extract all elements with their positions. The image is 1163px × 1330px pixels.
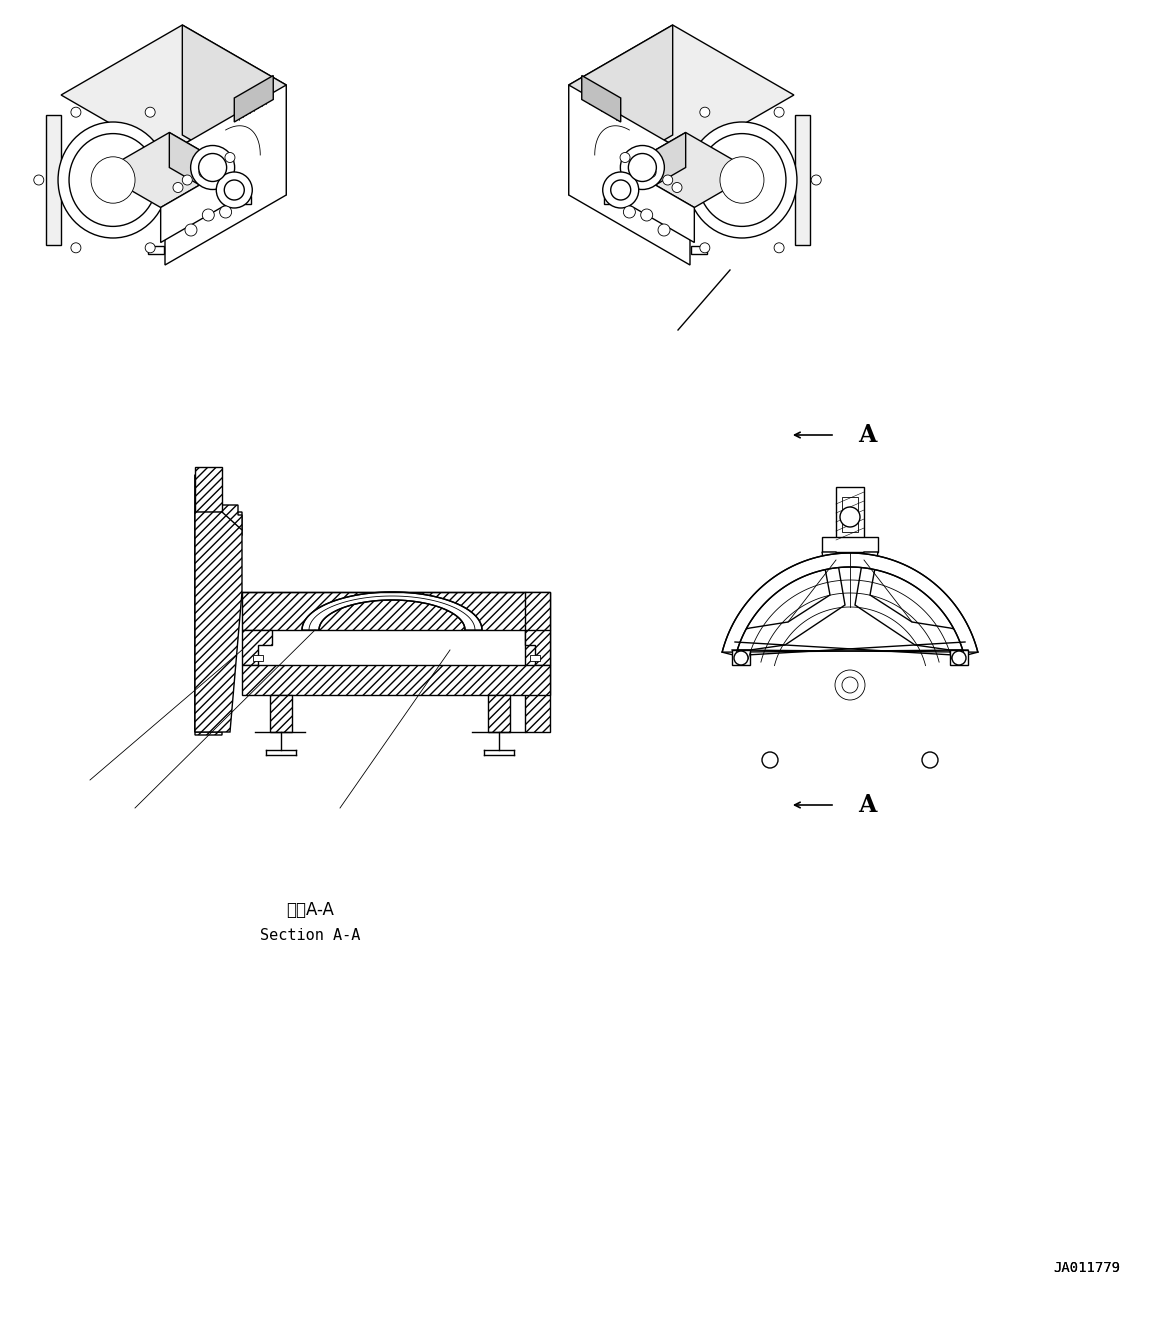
Circle shape <box>762 751 778 767</box>
Polygon shape <box>270 696 292 732</box>
Ellipse shape <box>58 122 167 238</box>
Polygon shape <box>569 25 672 196</box>
Circle shape <box>185 223 197 235</box>
Circle shape <box>611 180 630 200</box>
Circle shape <box>672 182 682 193</box>
Polygon shape <box>525 592 550 732</box>
Text: JA011779: JA011779 <box>1053 1261 1120 1275</box>
Polygon shape <box>722 553 978 656</box>
Circle shape <box>173 182 183 193</box>
Polygon shape <box>488 696 511 732</box>
Circle shape <box>202 209 214 221</box>
Polygon shape <box>242 630 272 665</box>
Polygon shape <box>950 650 968 665</box>
Circle shape <box>700 243 709 253</box>
Ellipse shape <box>698 133 786 226</box>
Circle shape <box>145 108 155 117</box>
Polygon shape <box>732 552 846 650</box>
Bar <box>691 246 707 254</box>
Bar <box>842 497 858 532</box>
Bar <box>795 114 809 245</box>
Text: JA011779: JA011779 <box>1053 1261 1120 1275</box>
Polygon shape <box>165 85 286 265</box>
Circle shape <box>34 176 44 185</box>
Circle shape <box>641 209 652 221</box>
Circle shape <box>775 108 784 117</box>
Circle shape <box>658 223 670 235</box>
Bar <box>149 246 164 254</box>
Circle shape <box>620 145 664 189</box>
Circle shape <box>199 168 209 177</box>
Polygon shape <box>242 592 550 630</box>
Circle shape <box>623 206 635 218</box>
Circle shape <box>663 176 672 185</box>
Circle shape <box>199 153 227 181</box>
Polygon shape <box>569 25 794 156</box>
Circle shape <box>842 677 858 693</box>
Polygon shape <box>569 85 690 265</box>
Polygon shape <box>582 76 621 122</box>
Polygon shape <box>625 133 755 207</box>
Circle shape <box>628 153 656 181</box>
Polygon shape <box>625 168 694 242</box>
Polygon shape <box>242 665 550 696</box>
Circle shape <box>220 206 231 218</box>
Bar <box>235 196 251 203</box>
Circle shape <box>645 168 656 177</box>
Text: A: A <box>858 793 877 817</box>
Circle shape <box>216 172 252 207</box>
Ellipse shape <box>91 157 135 203</box>
Polygon shape <box>525 630 550 665</box>
Polygon shape <box>195 512 242 732</box>
Circle shape <box>840 507 859 527</box>
Bar <box>604 196 620 203</box>
Polygon shape <box>732 650 750 665</box>
Bar <box>254 654 263 661</box>
Bar <box>822 537 878 552</box>
Bar <box>530 654 540 661</box>
Circle shape <box>602 172 638 207</box>
Bar <box>836 487 864 543</box>
Bar <box>195 467 222 512</box>
Circle shape <box>835 670 865 700</box>
Text: 断面A-A: 断面A-A <box>286 900 334 919</box>
Text: Section A-A: Section A-A <box>259 927 361 943</box>
Circle shape <box>620 153 630 162</box>
Circle shape <box>922 751 939 767</box>
Circle shape <box>700 108 709 117</box>
Polygon shape <box>195 475 242 732</box>
Text: A: A <box>858 423 877 447</box>
Ellipse shape <box>687 122 797 238</box>
Circle shape <box>71 108 81 117</box>
Circle shape <box>734 650 748 665</box>
Circle shape <box>952 650 966 665</box>
Polygon shape <box>302 592 481 630</box>
Polygon shape <box>195 475 242 735</box>
Bar <box>47 114 60 245</box>
Polygon shape <box>62 25 286 156</box>
Circle shape <box>812 176 821 185</box>
Polygon shape <box>234 76 273 122</box>
Circle shape <box>145 243 155 253</box>
Polygon shape <box>625 133 686 202</box>
Polygon shape <box>855 552 968 650</box>
Circle shape <box>191 145 235 189</box>
Ellipse shape <box>720 157 764 203</box>
Polygon shape <box>183 25 286 196</box>
Ellipse shape <box>69 133 157 226</box>
Circle shape <box>775 243 784 253</box>
Circle shape <box>183 176 192 185</box>
Circle shape <box>71 243 81 253</box>
Circle shape <box>224 180 244 200</box>
Circle shape <box>224 153 235 162</box>
Polygon shape <box>160 168 230 242</box>
Polygon shape <box>170 133 230 202</box>
Polygon shape <box>100 133 230 207</box>
